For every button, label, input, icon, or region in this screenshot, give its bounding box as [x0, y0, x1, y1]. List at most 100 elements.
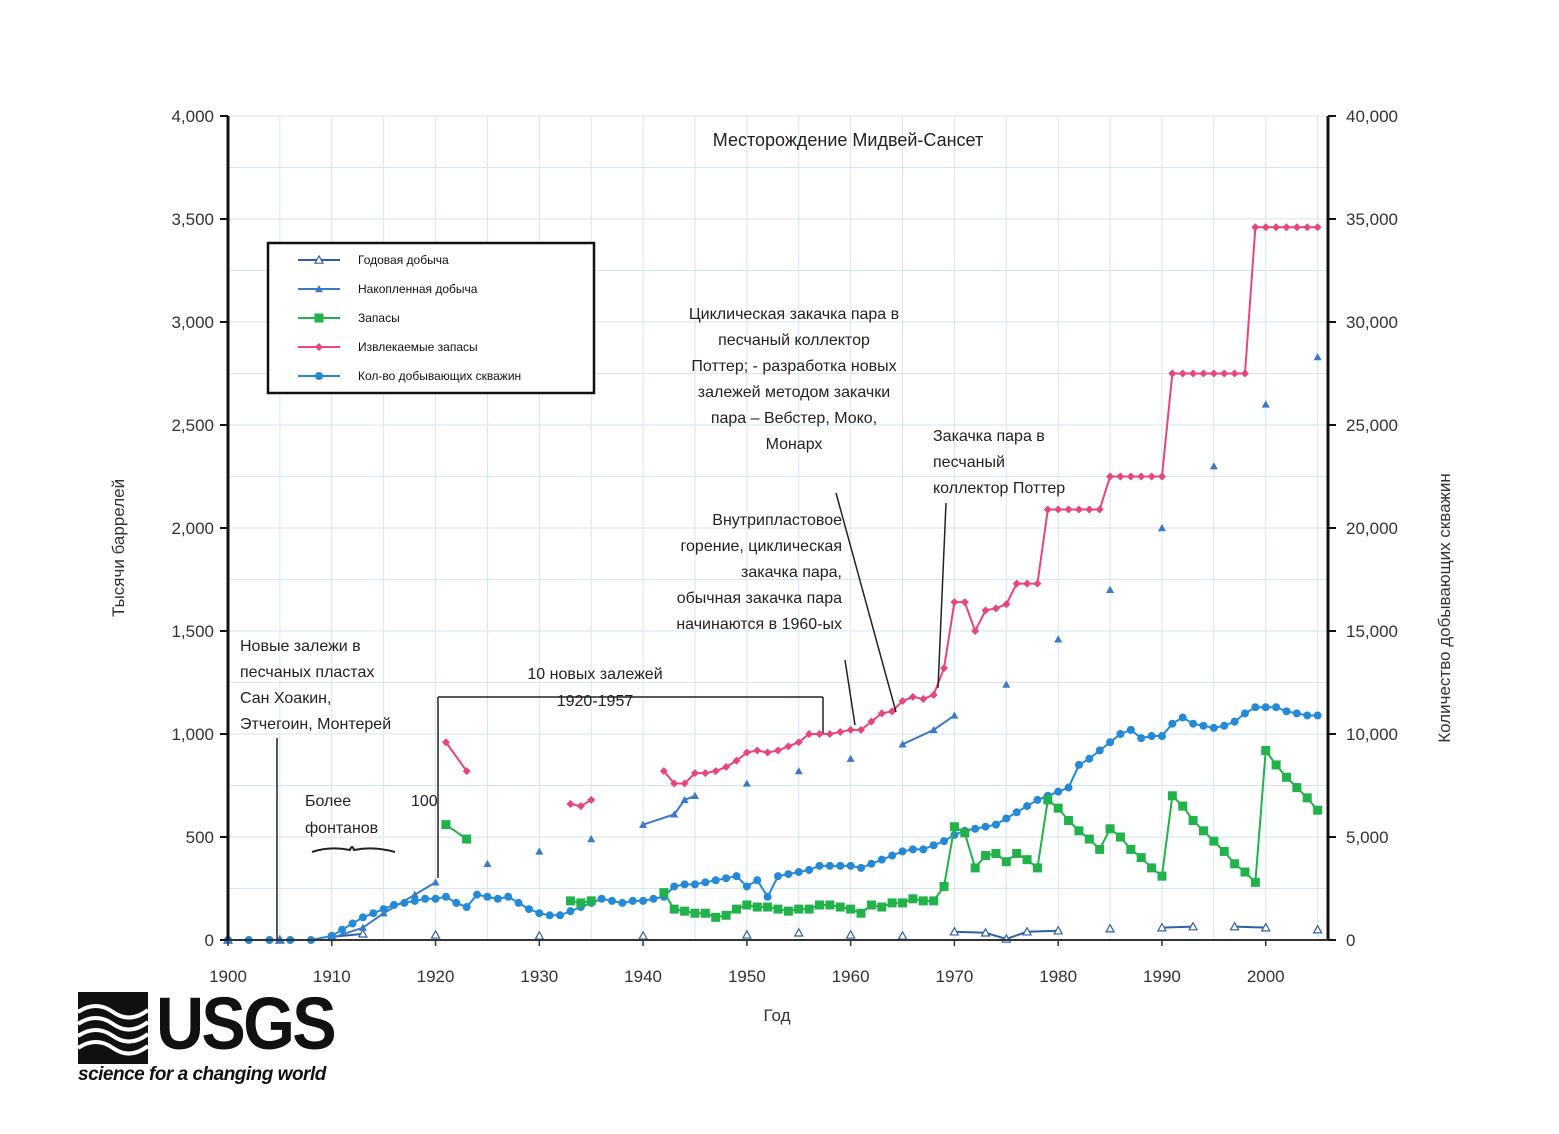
legend-item: Извлекаемые запасы	[298, 340, 478, 354]
data-point	[1106, 738, 1115, 747]
data-point	[981, 822, 990, 831]
data-point	[908, 692, 917, 701]
x-tick-label: 1900	[209, 967, 247, 986]
usgs-logo: USGS science for a changing world	[78, 984, 348, 1090]
data-point	[1115, 832, 1125, 842]
data-point	[898, 847, 907, 856]
series-line	[663, 747, 1319, 919]
data-point	[639, 820, 648, 828]
data-point	[462, 903, 471, 912]
data-point	[1012, 579, 1021, 588]
y-tick-label-left: 0	[205, 931, 214, 950]
legend-item: Годовая добыча	[298, 253, 449, 267]
data-point	[566, 907, 575, 916]
data-point	[669, 904, 679, 914]
data-point	[887, 898, 897, 908]
y-tick-label-left: 1,000	[171, 725, 214, 744]
data-point	[690, 791, 699, 799]
data-point	[971, 627, 980, 635]
data-point	[836, 861, 845, 870]
data-point	[919, 845, 928, 854]
data-point	[794, 904, 804, 914]
annotation-line: начинаются в 1960-ых	[676, 616, 842, 633]
series-line	[1161, 925, 1194, 929]
data-point	[1168, 719, 1177, 728]
legend-swatch-marker	[315, 372, 323, 380]
data-point	[836, 727, 845, 736]
data-point	[794, 738, 803, 747]
data-point	[1167, 791, 1177, 801]
annotation-line: Этчегоин, Монтерей	[240, 716, 391, 733]
data-point	[1229, 921, 1240, 931]
data-point	[1064, 783, 1073, 792]
data-point	[690, 880, 699, 889]
x-tick-label: 1940	[624, 967, 662, 986]
data-point	[1095, 746, 1104, 755]
data-point	[576, 898, 586, 908]
data-point	[430, 929, 441, 939]
data-point	[711, 876, 720, 885]
data-point	[981, 851, 991, 861]
legend-swatch-marker	[315, 285, 323, 293]
annotation-line: Более	[305, 793, 351, 810]
data-point	[835, 902, 845, 912]
data-point	[1178, 801, 1188, 811]
series-layer	[222, 223, 1323, 944]
data-point	[1250, 877, 1260, 887]
data-point	[639, 896, 648, 905]
data-point	[504, 892, 513, 901]
legend-swatch-marker	[313, 254, 325, 264]
legend-label: Запасы	[358, 311, 400, 325]
data-point	[1312, 924, 1323, 934]
data-point	[856, 908, 866, 918]
data-point	[898, 740, 907, 748]
data-point	[888, 707, 897, 716]
data-point	[431, 878, 440, 886]
y-tick-label-left: 500	[186, 828, 214, 847]
annotation-leader	[937, 502, 947, 689]
x-tick-label: 1980	[1039, 967, 1077, 986]
data-point	[493, 894, 502, 903]
data-point	[1126, 472, 1135, 481]
data-point	[1053, 803, 1063, 813]
data-point	[618, 898, 627, 907]
data-point	[390, 900, 399, 909]
legend-item: Накопленная добыча	[298, 282, 478, 296]
data-point	[690, 908, 700, 918]
data-point	[949, 822, 959, 832]
y-tick-label-right: 40,000	[1346, 107, 1398, 126]
annotation-brace	[311, 846, 396, 853]
series-2	[224, 353, 1322, 944]
series-3	[441, 745, 1323, 922]
data-point	[670, 882, 679, 891]
annotation-7: Закачка пара в песчаный коллектор Поттер	[933, 428, 1065, 497]
annotation-line: Поттер; - разработка новых	[691, 358, 896, 375]
data-point	[846, 904, 856, 914]
tick-labels: 1900 1910 1920 1930 1940 1950 1960 1970 1980 1990…	[171, 107, 1398, 986]
data-point	[980, 927, 991, 937]
data-point	[1261, 745, 1271, 755]
data-point	[690, 769, 699, 778]
series-line	[445, 741, 468, 772]
data-point	[410, 896, 419, 905]
legend-label: Кол-во добывающих скважин	[358, 369, 521, 383]
data-point	[1002, 600, 1011, 609]
series-line	[1234, 925, 1266, 929]
data-point	[1199, 721, 1208, 730]
annotation-2: Более фонтанов	[305, 793, 378, 837]
data-point	[742, 882, 751, 891]
annotation-line: фонтанов	[305, 820, 378, 837]
data-point	[731, 904, 741, 914]
data-point	[1281, 772, 1291, 782]
data-point	[783, 906, 793, 916]
annotation-line: 1920-1957	[557, 693, 634, 710]
data-point	[1292, 709, 1301, 718]
data-point	[1105, 923, 1116, 933]
data-point	[721, 910, 731, 920]
y-tick-label-right: 10,000	[1346, 725, 1398, 744]
data-point	[701, 878, 710, 887]
data-point	[1157, 732, 1166, 741]
data-point	[1220, 721, 1229, 730]
data-point	[804, 904, 814, 914]
